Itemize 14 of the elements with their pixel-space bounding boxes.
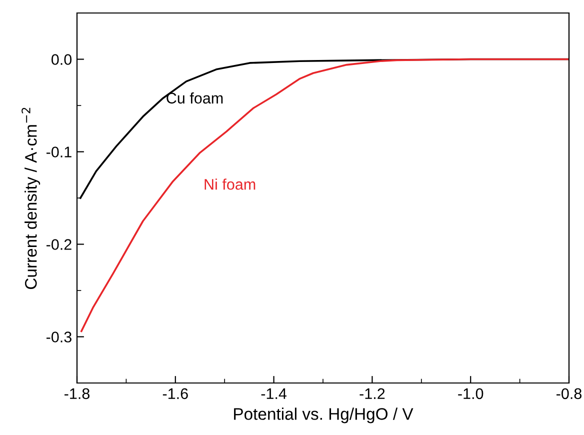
y-tick-label: 0.0 [52,54,72,65]
y-tick-label: -0.1 [46,146,72,158]
y-tick-label: -0.2 [46,239,72,250]
line-series [80,58,569,332]
y-tick-label: -0.3 [46,332,72,342]
y-axis-title: Current density / A·cm$^{−2}$ [22,108,40,289]
x-tick-label: -1.6 [162,388,188,400]
x-tick-label: -1.4 [261,388,287,399]
x-tick-label: -1.8 [64,388,90,400]
x-tick-label: -1.0 [458,388,484,400]
x-axis-title: Potential vs. Hg/HgO / V [234,408,414,424]
x-tick-label: -0.8 [556,388,582,400]
x-tick-label: -1.2 [360,388,385,399]
series-label: Ni foam [204,178,256,190]
